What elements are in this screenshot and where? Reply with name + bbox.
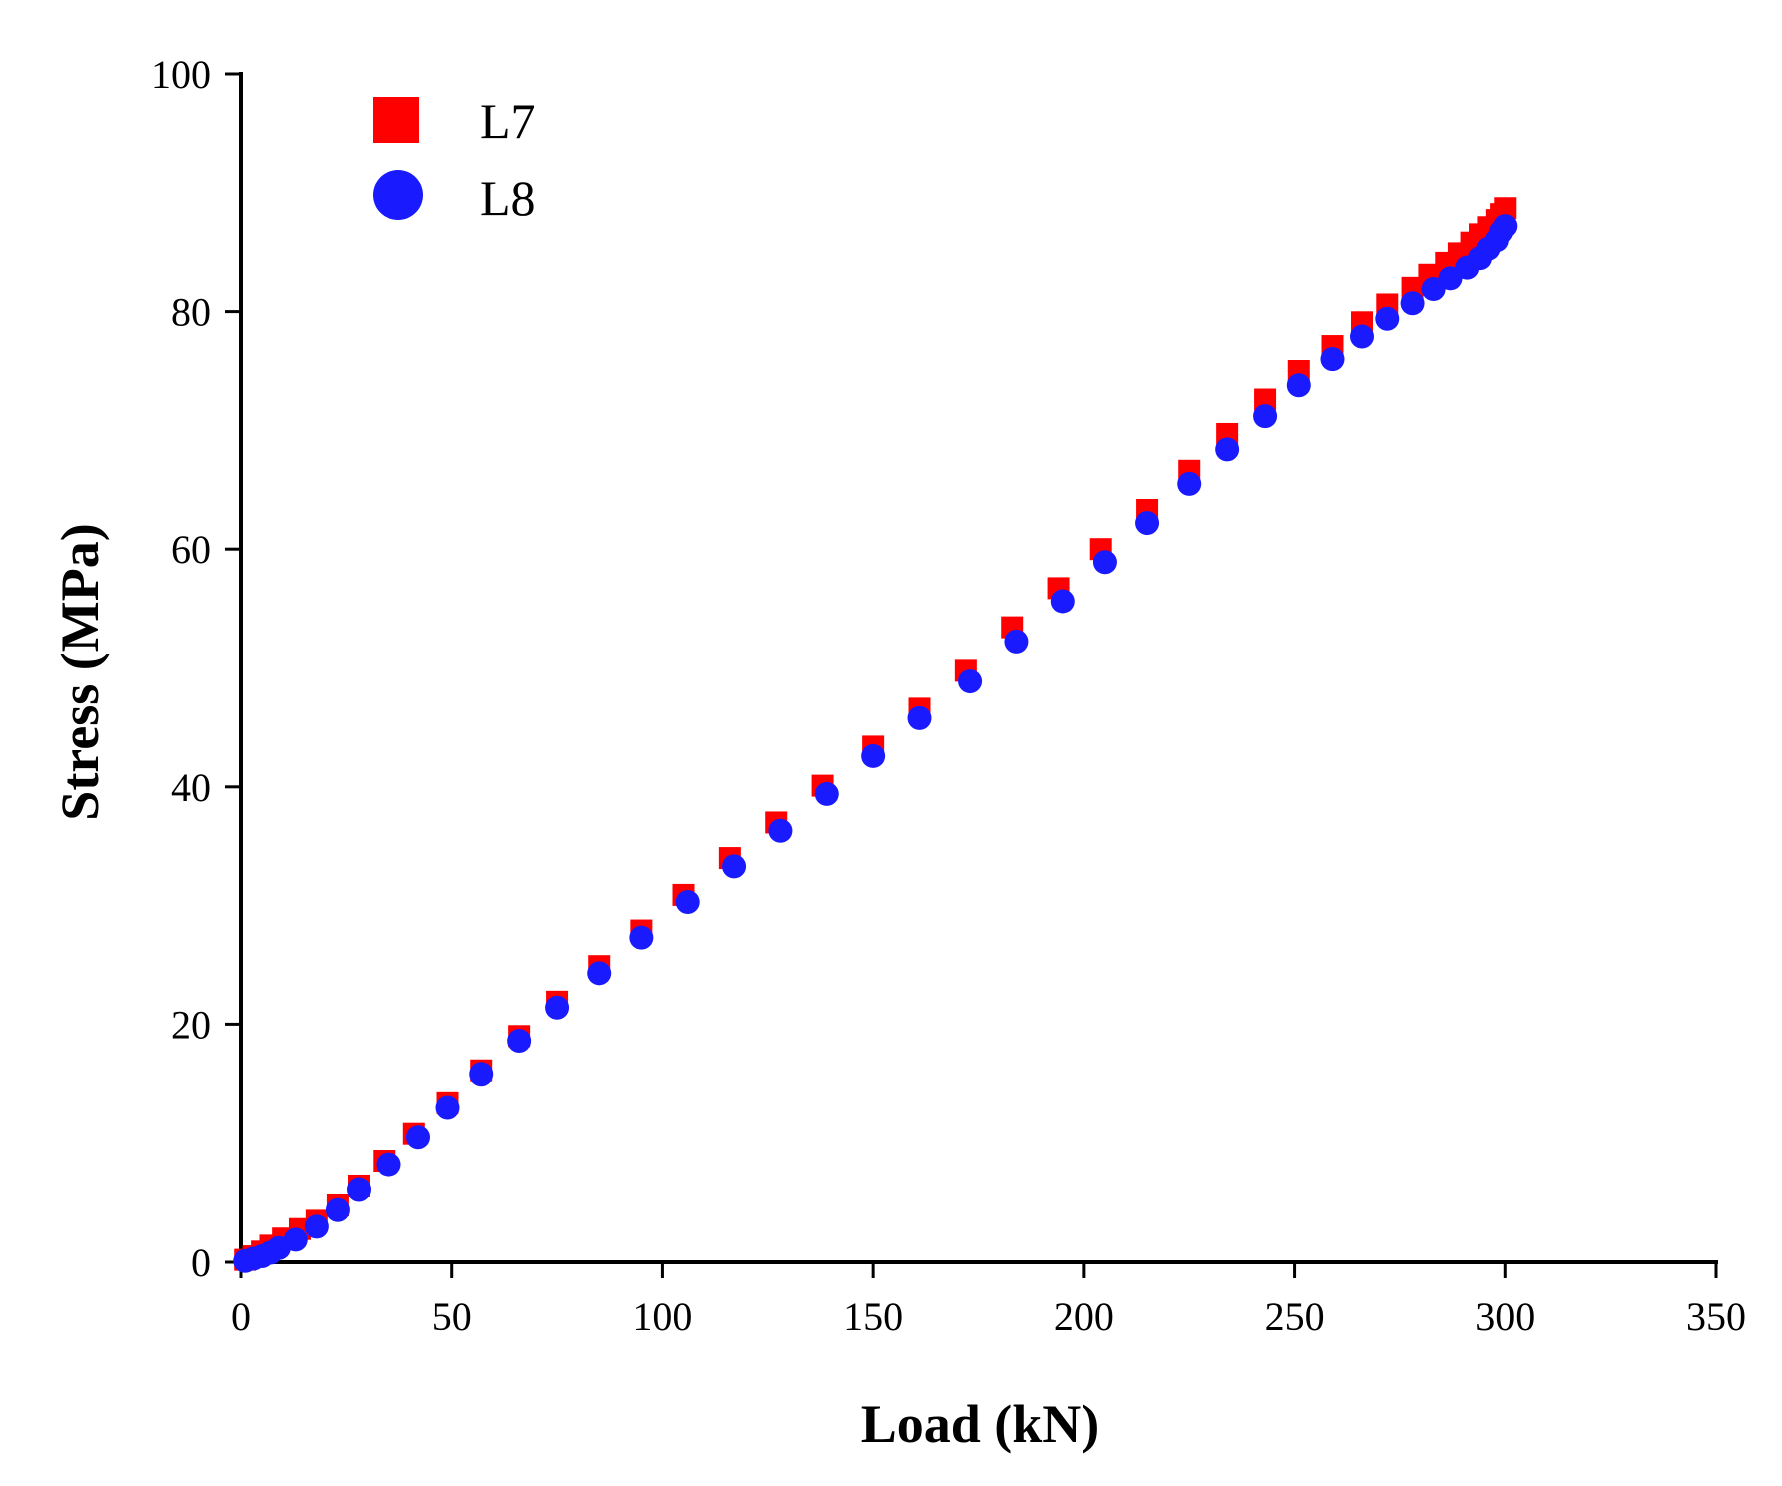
data-point-l8 — [1215, 437, 1240, 462]
data-point-l8 — [1253, 404, 1278, 429]
data-series — [233, 197, 1518, 1273]
y-tick-label: 0 — [191, 1240, 211, 1285]
data-point-l8 — [304, 1214, 329, 1239]
x-tick-label: 150 — [843, 1294, 903, 1339]
x-tick-label: 0 — [231, 1294, 251, 1339]
y-tick-label: 80 — [171, 290, 211, 335]
data-point-l8 — [1135, 511, 1160, 536]
data-point-l8 — [1004, 629, 1029, 654]
data-point-l8 — [347, 1177, 371, 1202]
data-point-l8 — [958, 669, 983, 694]
legend-marker-l8 — [373, 170, 423, 220]
y-axis-title: Stress (MPa) — [50, 523, 110, 820]
data-point-l8 — [376, 1152, 401, 1177]
data-point-l8 — [814, 781, 839, 806]
data-point-l8 — [283, 1227, 308, 1252]
data-point-l8 — [861, 743, 886, 768]
data-point-l8 — [907, 705, 932, 730]
y-tick-label: 20 — [171, 1002, 211, 1047]
data-point-l8 — [1177, 471, 1202, 496]
data-point-l7 — [1494, 197, 1517, 220]
y-tick-label: 60 — [171, 527, 211, 572]
data-point-l8 — [435, 1095, 460, 1120]
legend-label-l8: L8 — [480, 170, 536, 226]
legend-label-l7: L7 — [480, 93, 536, 149]
data-point-l8 — [545, 995, 570, 1020]
data-point-l8 — [587, 961, 612, 986]
axes — [239, 72, 1718, 1264]
x-tick-label: 200 — [1054, 1294, 1114, 1339]
data-point-l8 — [675, 890, 700, 915]
data-point-l8 — [325, 1197, 350, 1222]
ticks: 0 50 100 150 200 250 300 350 0 20 40 60 80 100 — [151, 52, 1746, 1339]
x-tick-label: 350 — [1686, 1294, 1746, 1339]
y-tick-label: 100 — [151, 52, 211, 97]
legend: L7 L8 — [373, 93, 536, 226]
legend-marker-l7 — [373, 97, 419, 143]
data-point-l8 — [1350, 324, 1374, 349]
data-point-l8 — [1493, 214, 1518, 239]
data-point-l8 — [1375, 306, 1400, 331]
data-point-l8 — [406, 1125, 430, 1150]
x-axis-title: Load (kN) — [861, 1394, 1100, 1454]
data-point-l8 — [1286, 373, 1311, 398]
data-point-l8 — [1092, 550, 1117, 575]
data-point-l8 — [507, 1029, 532, 1054]
data-point-l8 — [629, 925, 654, 950]
x-tick-label: 50 — [432, 1294, 472, 1339]
data-point-l7 — [1254, 388, 1277, 411]
x-tick-label: 250 — [1265, 1294, 1325, 1339]
data-point-l8 — [1050, 589, 1075, 614]
data-point-l8 — [722, 854, 747, 879]
data-point-l8 — [768, 818, 793, 843]
y-tick-label: 40 — [171, 765, 211, 810]
data-point-l8 — [469, 1062, 494, 1087]
data-point-l8 — [1320, 347, 1345, 372]
x-tick-label: 300 — [1475, 1294, 1535, 1339]
data-point-l8 — [1400, 291, 1425, 316]
x-tick-label: 100 — [632, 1294, 692, 1339]
series-l8 — [233, 214, 1518, 1273]
